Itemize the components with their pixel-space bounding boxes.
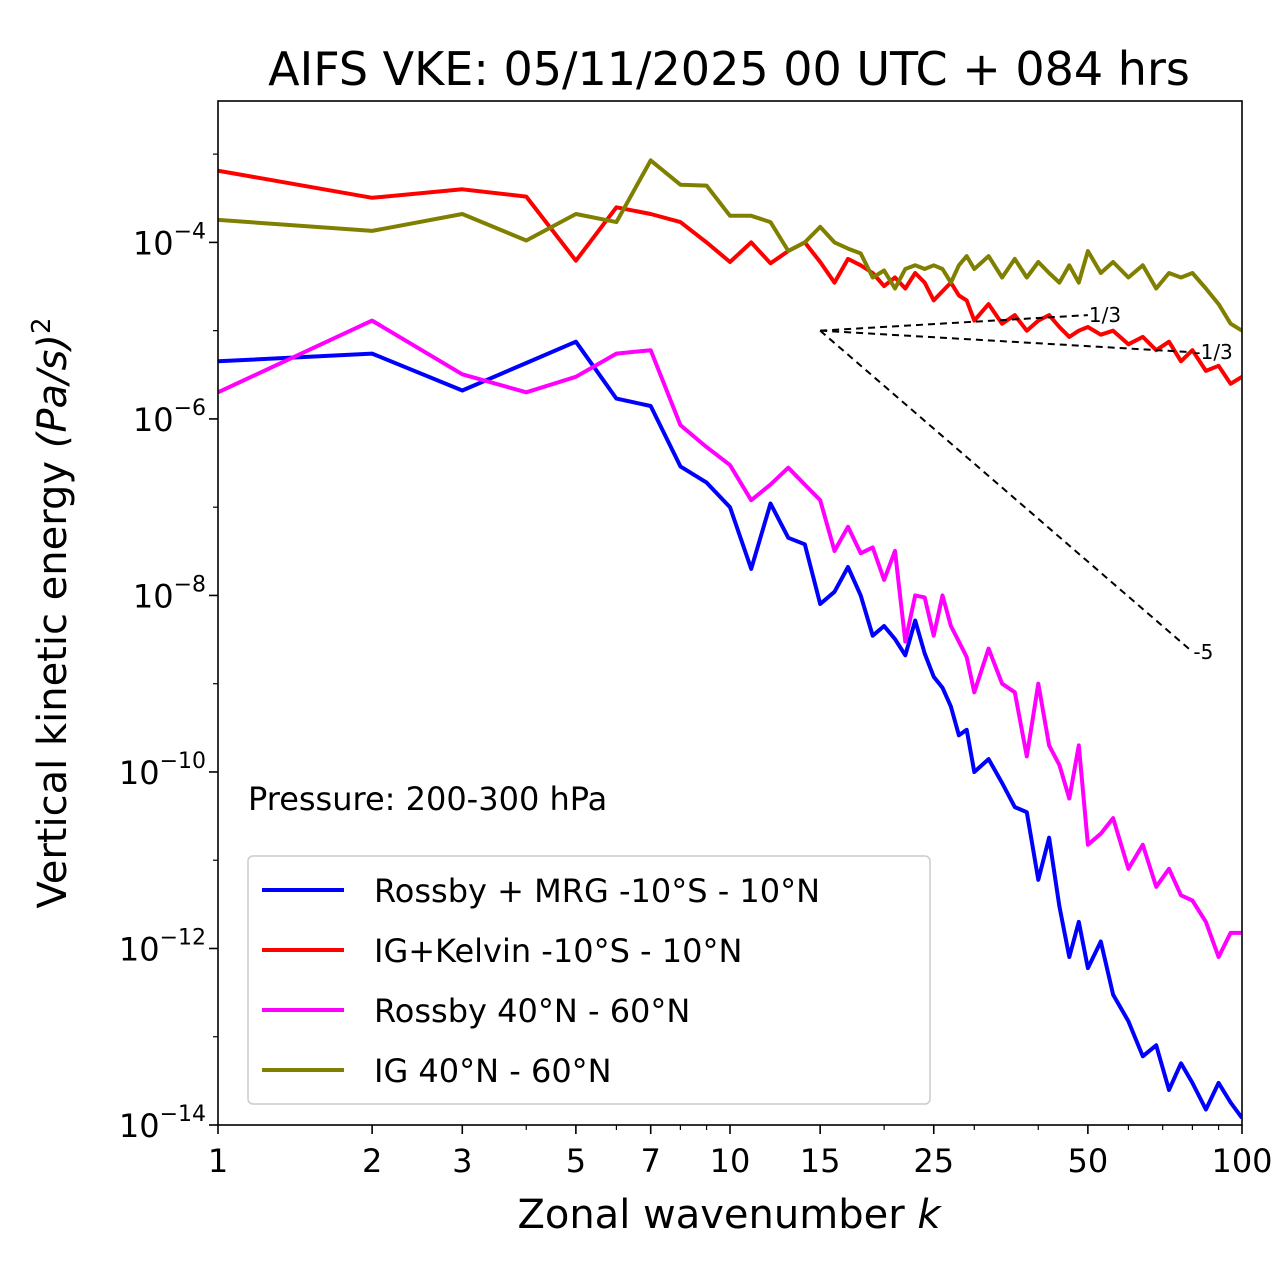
series-layer: [218, 158, 1242, 1120]
legend-items: Rossby + MRG -10°S - 10°N IG+Kelvin -10°S…: [262, 872, 820, 1090]
legend-box: [247, 855, 931, 1105]
reference-line-1: [820, 329, 1193, 354]
y-axis-ticks: 10−4 10−6 10−8 10−10 10−12 10−14: [119, 153, 218, 1145]
series-line-3: [218, 158, 1242, 333]
x-axis-label-variable: k: [917, 1192, 942, 1238]
x-tick-label: 7: [641, 1142, 661, 1180]
y-axis-label: Vertical kinetic energy (Pa/s)2: [27, 318, 76, 909]
legend-label-3: IG 40°N - 60°N: [374, 1052, 612, 1090]
y-tick-label: 10−12: [119, 925, 206, 968]
y-axis-label-text: Vertical kinetic energy: [30, 461, 76, 909]
series-line-0: [218, 339, 1242, 1120]
x-tick-label: 10: [710, 1142, 751, 1180]
y-axis-label-unit: (Pa/s): [30, 334, 76, 448]
series-line-1: [218, 168, 1242, 386]
y-tick-label: 10−6: [133, 396, 206, 439]
y-tick-label: 10−4: [133, 219, 206, 262]
y-tick-label: 10−14: [119, 1102, 206, 1145]
x-tick-label: 25: [913, 1142, 954, 1180]
x-tick-label: 3: [452, 1142, 472, 1180]
x-tick-label: 5: [566, 1142, 586, 1180]
reference-label-1: -1/3: [1193, 340, 1232, 364]
x-axis-label: Zonal wavenumber k: [517, 1192, 942, 1238]
chart-title: AIFS VKE: 05/11/2025 00 UTC + 084 hrs: [268, 42, 1190, 96]
reference-label-2: -5: [1193, 640, 1213, 664]
legend: Rossby + MRG -10°S - 10°N IG+Kelvin -10°S…: [247, 855, 931, 1105]
x-tick-label: 1: [208, 1142, 228, 1180]
y-tick-label: 10−8: [133, 572, 206, 615]
x-axis-ticks: 1 2 3 5 7 10 15 25 50 100: [208, 1125, 1273, 1180]
x-axis-label-text: Zonal wavenumber: [517, 1192, 905, 1238]
reference-label-0: 1/3: [1089, 303, 1121, 327]
pressure-annotation: Pressure: 200-300 hPa: [248, 780, 607, 818]
legend-label-2: Rossby 40°N - 60°N: [374, 992, 690, 1030]
x-tick-label: 15: [800, 1142, 841, 1180]
series-line-2: [218, 318, 1242, 959]
reference-line-0: [820, 314, 1088, 332]
x-tick-label: 100: [1211, 1142, 1272, 1180]
legend-label-0: Rossby + MRG -10°S - 10°N: [374, 872, 820, 910]
legend-label-1: IG+Kelvin -10°S - 10°N: [374, 932, 742, 970]
reference-line-2: [819, 329, 1194, 653]
reference-slope-layer: 1/3 -1/3 -5: [819, 303, 1233, 664]
x-tick-label: 2: [362, 1142, 382, 1180]
y-tick-label: 10−10: [119, 749, 206, 792]
y-axis-label-exponent: 2: [27, 318, 57, 335]
x-tick-label: 50: [1068, 1142, 1109, 1180]
